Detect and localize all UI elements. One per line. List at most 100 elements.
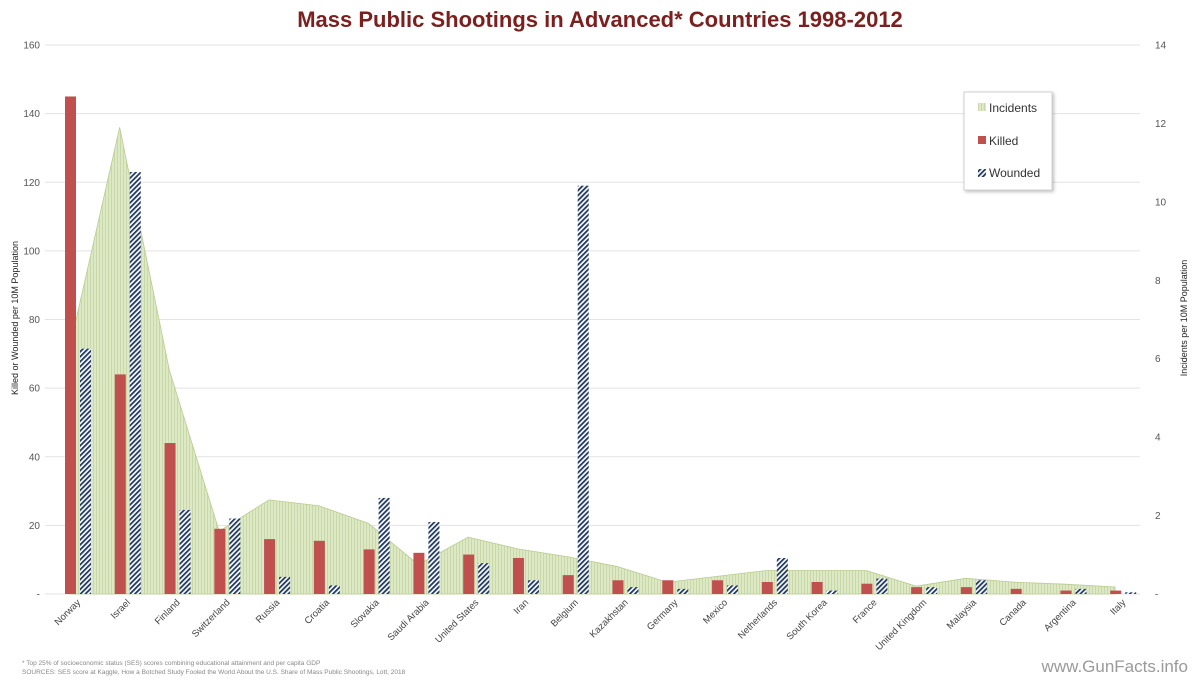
bar-killed-iran [512, 557, 524, 594]
bar-wounded-iran [527, 580, 539, 594]
bar-killed-russia [264, 539, 276, 594]
category-label-croatia: Croatia [303, 597, 333, 627]
bar-killed-israel [114, 374, 126, 594]
bar-killed-switzerland [214, 528, 226, 594]
y2-tick-label: 8 [1155, 276, 1161, 287]
y-tick-label: 100 [23, 246, 40, 257]
bar-wounded-united-kingdom [926, 587, 938, 594]
category-label-netherlands: Netherlands [736, 597, 780, 641]
right-axis-ticks: - 2 4 6 8 10 12 14 [1155, 41, 1167, 601]
bar-wounded-germany [677, 588, 689, 594]
bar-wounded-mexico [727, 585, 739, 594]
category-label-argentina: Argentina [1042, 597, 1079, 634]
legend-swatch-wounded [978, 169, 986, 177]
bar-killed-kazakhstan [612, 580, 624, 594]
bar-killed-malaysia [960, 587, 972, 594]
y2-tick-label: 14 [1155, 41, 1167, 52]
bar-killed-united-states [463, 554, 475, 594]
bar-killed-croatia [313, 540, 325, 594]
bar-killed-united-kingdom [911, 587, 923, 594]
y-tick-label: 80 [29, 315, 41, 326]
bar-wounded-netherlands [776, 557, 788, 594]
bar-wounded-france [876, 578, 888, 594]
bar-killed-mexico [712, 580, 724, 594]
bar-wounded-kazakhstan [627, 587, 639, 594]
bar-wounded-saudi-arabia [428, 521, 440, 594]
bar-killed-canada [1010, 588, 1022, 594]
bar-killed-finland [164, 443, 176, 594]
footnote-2: SOURCES: SES score at Kaggle, How a Botc… [22, 669, 406, 676]
legend-swatch-killed [978, 136, 986, 144]
category-label-saudi-arabia: Saudi Arabia [386, 597, 432, 643]
bar-killed-slovakia [363, 549, 375, 594]
brand-watermark: www.GunFacts.info [1041, 657, 1188, 676]
legend-label-wounded: Wounded [989, 166, 1040, 180]
y2-tick-label: 4 [1155, 433, 1161, 444]
category-label-israel: Israel [109, 597, 133, 621]
category-label-south-korea: South Korea [785, 597, 831, 643]
bar-wounded-malaysia [975, 580, 987, 594]
bar-wounded-argentina [1075, 588, 1087, 594]
bar-wounded-slovakia [378, 497, 390, 594]
bar-wounded-united-states [478, 563, 490, 594]
category-label-mexico: Mexico [701, 597, 730, 626]
bar-wounded-russia [279, 576, 291, 594]
gridlines [45, 44, 1140, 595]
bar-wounded-italy [1125, 592, 1137, 594]
category-label-belgium: Belgium [549, 597, 581, 629]
category-label-slovakia: Slovakia [349, 597, 383, 631]
legend-swatch-incidents [978, 103, 986, 111]
category-label-canada: Canada [997, 597, 1029, 629]
y-axis-title: Killed or Wounded per 10M Population [10, 241, 20, 395]
category-label-france: France [851, 597, 880, 626]
y-tick-label: 160 [23, 41, 40, 52]
category-label-finland: Finland [153, 597, 183, 627]
y-tick-label: 60 [29, 384, 41, 395]
bar-killed-belgium [562, 575, 574, 594]
bar-wounded-south-korea [826, 590, 838, 594]
incidents-area-layer [69, 127, 1116, 595]
category-label-russia: Russia [254, 597, 283, 626]
y-tick-label: 140 [23, 109, 40, 120]
bar-wounded-finland [179, 509, 191, 594]
footnote-1: * Top 25% of socioeconomic status (SES) … [22, 660, 320, 667]
category-label-united-states: United States [433, 597, 481, 645]
legend-label-killed: Killed [989, 134, 1018, 148]
category-label-kazakhstan: Kazakhstan [588, 597, 631, 640]
bar-killed-netherlands [761, 581, 773, 594]
bar-wounded-switzerland [229, 518, 241, 594]
bars-layer [65, 96, 1137, 595]
legend-label-incidents: Incidents [989, 101, 1037, 115]
incidents-area [69, 127, 1116, 595]
bar-killed-south-korea [811, 581, 823, 594]
y2-tick-label: 6 [1155, 354, 1161, 365]
y2-tick-label: 2 [1155, 511, 1161, 522]
bar-killed-saudi-arabia [413, 552, 425, 594]
category-label-united-kingdom: United Kingdom [874, 597, 930, 653]
bar-wounded-norway [80, 348, 91, 594]
bar-wounded-croatia [328, 585, 340, 594]
bar-killed-germany [662, 580, 674, 594]
category-label-germany: Germany [645, 597, 681, 633]
bar-killed-argentina [1060, 590, 1072, 594]
category-label-switzerland: Switzerland [190, 597, 233, 640]
y2-tick-label: 10 [1155, 197, 1167, 208]
bar-killed-norway [65, 96, 76, 594]
y-tick-label: 120 [23, 178, 40, 189]
y-tick-label: 40 [29, 452, 41, 463]
category-label-norway: Norway [53, 597, 84, 628]
y-tick-label: 20 [29, 521, 41, 532]
category-label-italy: Italy [1108, 597, 1128, 617]
y-tick-label: - [37, 590, 40, 601]
chart-title: Mass Public Shootings in Advanced* Count… [297, 7, 903, 32]
bar-killed-italy [1110, 590, 1122, 594]
category-label-iran: Iran [512, 597, 531, 616]
y2-axis-title: Incidents per 10M Population [1179, 260, 1189, 377]
bar-wounded-belgium [577, 185, 589, 594]
legend: Incidents Killed Wounded [963, 91, 1053, 191]
y2-tick-label: 12 [1155, 119, 1167, 130]
bar-wounded-israel [129, 171, 141, 595]
category-labels: Norway Israel Finland Switzerland Russia Croa… [53, 597, 1129, 653]
left-axis-ticks: - 20 40 60 80 100 120 140 160 [23, 41, 40, 601]
